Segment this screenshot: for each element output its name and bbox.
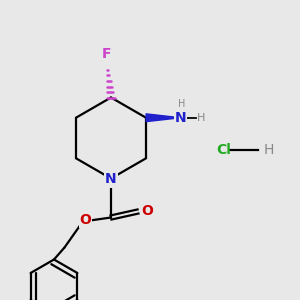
Polygon shape: [146, 114, 181, 122]
Text: H: H: [178, 99, 186, 109]
Text: N: N: [175, 111, 186, 125]
Text: H: H: [264, 143, 274, 157]
Text: N: N: [105, 172, 117, 186]
Text: H: H: [197, 113, 206, 123]
Text: O: O: [80, 214, 92, 227]
Text: F: F: [102, 47, 111, 61]
Text: O: O: [142, 204, 154, 218]
Text: Cl: Cl: [216, 143, 231, 157]
